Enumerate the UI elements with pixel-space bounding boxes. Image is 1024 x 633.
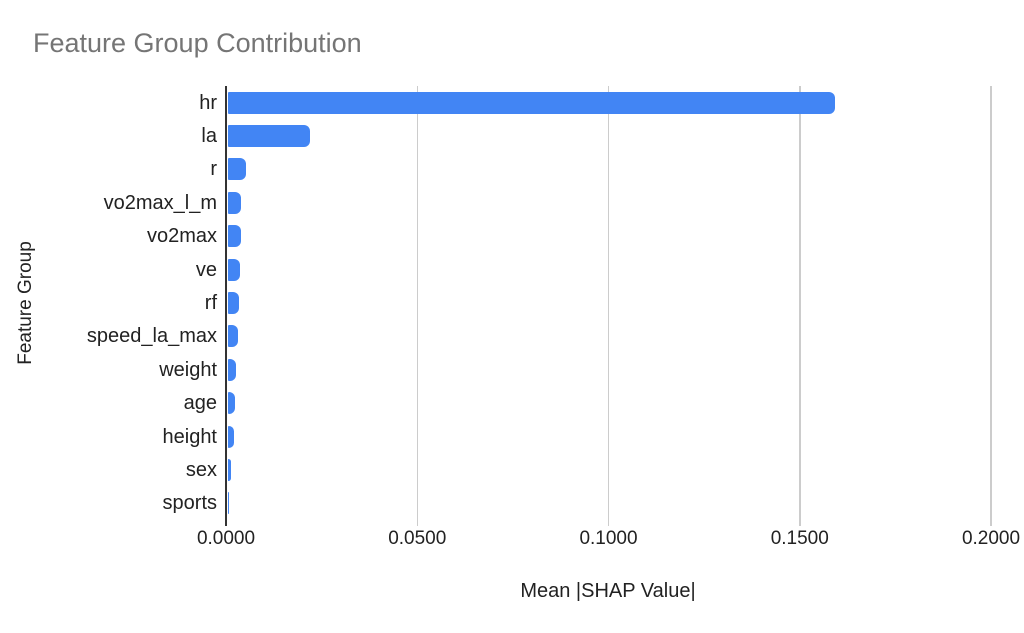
x-tick-label: 0.2000 [961,528,1021,549]
x-tick-label: 0.0500 [388,528,447,549]
category-label-sex: sex [185,458,217,481]
gridline [990,86,992,526]
category-label-la: la [201,125,217,148]
bar-vo2max [228,225,241,248]
bar-hr [228,91,836,114]
bar-sex [228,458,232,481]
gridline [416,86,418,526]
category-label-vo2max_l_m: vo2max_l_m [103,191,217,214]
y-axis-line [225,86,227,526]
bar-height [228,425,234,448]
x-tick-label: 0.1000 [579,528,638,549]
chart-title: Feature Group Contribution [33,28,362,58]
gridline [607,86,610,526]
category-label-rf: rf [204,292,217,314]
category-label-vo2max: vo2max [146,225,217,248]
bar-ve [228,258,240,281]
category-label-ve: ve [195,258,217,281]
category-label-speed_la_max: speed_la_max [86,325,217,348]
category-label-hr: hr [199,91,217,114]
bar-age [228,392,236,415]
category-label-weight: weight [159,358,217,381]
bar-r [228,158,246,181]
bar-weight [228,358,236,381]
category-label-r: r [210,158,217,181]
bar-speed_la_max [228,325,238,348]
x-tick-label: 0.1500 [770,528,829,549]
gridline [799,86,801,526]
category-label-sports: sports [162,492,217,515]
category-label-age: age [183,392,217,415]
category-label-height: height [162,425,218,448]
x-axis-title: Mean |SHAP Value| [520,580,696,602]
bar-la [228,125,310,148]
bar-vo2max_l_m [228,191,241,214]
bar-rf [228,292,240,314]
x-tick-label: 0.0000 [196,528,256,549]
plot-area [225,86,992,526]
